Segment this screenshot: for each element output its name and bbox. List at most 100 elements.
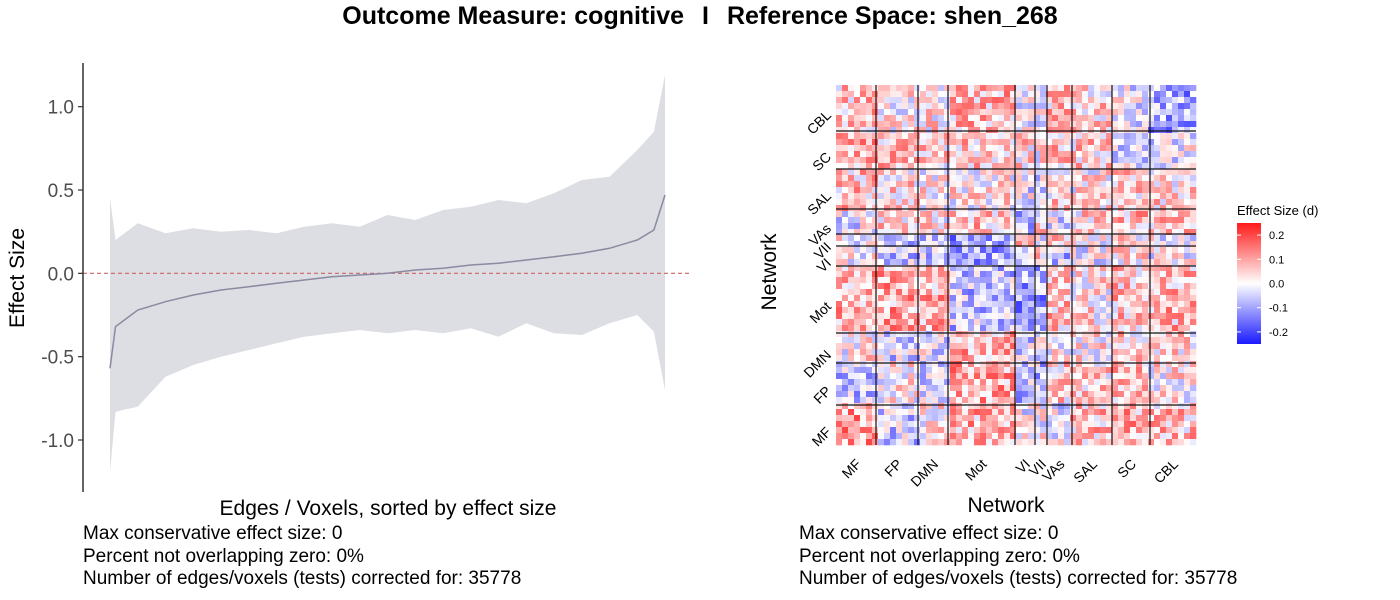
heatmap-cell [1166, 193, 1173, 200]
heatmap-cell [1178, 211, 1185, 218]
heatmap-cell [1028, 433, 1035, 440]
heatmap-cell [854, 277, 861, 284]
heatmap-cell [1130, 127, 1137, 134]
heatmap-cell [1106, 403, 1113, 410]
heatmap-cell [1142, 325, 1149, 332]
heatmap-cell [914, 151, 921, 158]
heatmap-cell [998, 373, 1005, 380]
heatmap-cell [1160, 217, 1167, 224]
heatmap-cell [992, 217, 999, 224]
heatmap-cell [986, 235, 993, 242]
heatmap-cell [884, 379, 891, 386]
heatmap-cell [1190, 421, 1197, 428]
heatmap-cell [1154, 283, 1161, 290]
heatmap-cell [1160, 307, 1167, 314]
heatmap-cell [926, 367, 933, 374]
heatmap-cell [1142, 277, 1149, 284]
heatmap-cell [902, 169, 909, 176]
heatmap-cell [854, 349, 861, 356]
heatmap-cell [1022, 151, 1029, 158]
heatmap-cell [878, 433, 885, 440]
heatmap-cell [1040, 223, 1047, 230]
heatmap-cell [1190, 343, 1197, 350]
heatmap-cell [1010, 325, 1017, 332]
heatmap-cell [1010, 391, 1017, 398]
heatmap-cell [962, 319, 969, 326]
heatmap-cell [950, 403, 957, 410]
heatmap-cell [1088, 415, 1095, 422]
heatmap-cell [1010, 265, 1017, 272]
heatmap-cell [1022, 229, 1029, 236]
heatmap-cell [848, 337, 855, 344]
heatmap-cell [1028, 133, 1035, 140]
heatmap-cell [998, 349, 1005, 356]
heatmap-cell [878, 373, 885, 380]
heatmap-cell [872, 127, 879, 134]
heatmap-cell [1004, 187, 1011, 194]
heatmap-cell [974, 235, 981, 242]
heatmap-cell [860, 259, 867, 266]
heatmap-cell [1154, 289, 1161, 296]
heatmap-cell [992, 163, 999, 170]
heatmap-cell [986, 283, 993, 290]
heatmap-cell [1124, 163, 1131, 170]
heatmap-cell [884, 331, 891, 338]
heatmap-cell [1190, 301, 1197, 308]
heatmap-cell [920, 139, 927, 146]
heatmap-cell [1076, 97, 1083, 104]
heatmap-cell [974, 265, 981, 272]
heatmap-cell [836, 397, 843, 404]
heatmap-cell [1016, 127, 1023, 134]
heatmap-cell [920, 391, 927, 398]
heatmap-cell [1094, 223, 1101, 230]
x-network-label: MF [839, 456, 865, 482]
heatmap-cell [1160, 121, 1167, 128]
heatmap-cell [1022, 337, 1029, 344]
heatmap-cell [1160, 439, 1167, 446]
heatmap-cell [914, 175, 921, 182]
heatmap-cell [854, 181, 861, 188]
heatmap-cell [1166, 301, 1173, 308]
heatmap-cell [848, 109, 855, 116]
heatmap-cell [1088, 193, 1095, 200]
heatmap-cell [980, 205, 987, 212]
heatmap-cell [1142, 133, 1149, 140]
heatmap-cell [836, 415, 843, 422]
heatmap-cell [884, 169, 891, 176]
heatmap-cell [968, 337, 975, 344]
heatmap-cell [980, 349, 987, 356]
heatmap-cell [848, 157, 855, 164]
heatmap-cell [1142, 403, 1149, 410]
heatmap-cell [1040, 349, 1047, 356]
heatmap-cell [920, 247, 927, 254]
heatmap-cell [980, 181, 987, 188]
heatmap-cell [1154, 187, 1161, 194]
heatmap-cell [998, 427, 1005, 434]
heatmap-cell [950, 319, 957, 326]
heatmap-cell [1052, 439, 1059, 446]
heatmap-cell [1172, 391, 1179, 398]
heatmap-cell [1136, 259, 1143, 266]
heatmap-cell [884, 325, 891, 332]
heatmap-cell [1118, 367, 1125, 374]
heatmap-cell [902, 289, 909, 296]
heatmap-cell [992, 157, 999, 164]
heatmap-cell [1190, 427, 1197, 434]
heatmap-cell [950, 109, 957, 116]
heatmap-cell [950, 229, 957, 236]
heatmap-cell [1022, 109, 1029, 116]
heatmap-cell [1034, 307, 1041, 314]
heatmap-cell [1178, 127, 1185, 134]
heatmap-cell [1064, 97, 1071, 104]
heatmap-cell [968, 427, 975, 434]
heatmap-cell [998, 391, 1005, 398]
heatmap-cell [1166, 199, 1173, 206]
heatmap-cell [1058, 85, 1065, 92]
heatmap-cell [1178, 253, 1185, 260]
heatmap-cell [974, 319, 981, 326]
heatmap-cell [944, 277, 951, 284]
heatmap-cell [1124, 97, 1131, 104]
heatmap-cell [860, 109, 867, 116]
heatmap-cell [1100, 331, 1107, 338]
heatmap-cell [1076, 259, 1083, 266]
